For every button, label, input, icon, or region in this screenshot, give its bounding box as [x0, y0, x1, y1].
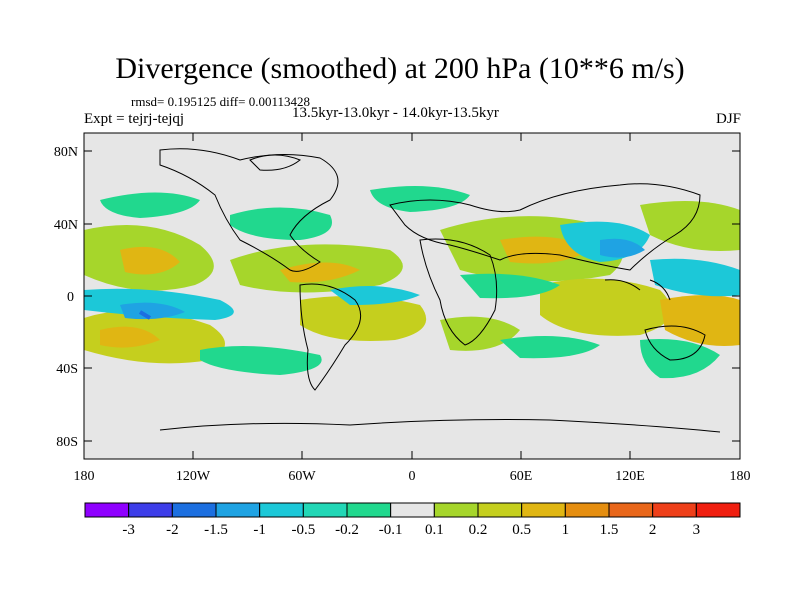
lat-tick-label: 80S [56, 435, 78, 450]
colorbar-swatch [477, 502, 523, 518]
lon-tick-label: 60E [510, 469, 533, 484]
colorbar-swatch [171, 502, 217, 518]
colorbar-swatch [652, 502, 697, 518]
colorbar-label: -0.2 [335, 522, 359, 538]
colorbar-swatch [390, 502, 435, 518]
field-patch [100, 326, 160, 348]
lon-tick-label: 120E [615, 469, 645, 484]
colorbar-label: 3 [693, 522, 701, 538]
lon-tick-label: 0 [409, 469, 416, 484]
colorbar-label: -0.5 [291, 522, 315, 538]
colorbar-swatch [608, 502, 654, 518]
field-patch [640, 201, 740, 251]
field-patch [300, 296, 427, 341]
field-patch [280, 262, 360, 283]
lon-tick-label: 180 [730, 469, 751, 484]
field-patch [600, 238, 645, 258]
colorbar-swatch [215, 502, 261, 518]
colorbar-label: 1.5 [600, 522, 619, 538]
field-patch [650, 258, 740, 297]
lon-tick-label: 180 [74, 469, 95, 484]
divergence-field [84, 148, 740, 433]
colorbar-swatch [302, 502, 348, 518]
lat-tick-label: 40S [56, 362, 78, 377]
colorbar-label: 0.2 [469, 522, 488, 538]
colorbar-label: 0.1 [425, 522, 444, 538]
rmsd-diff-stats: rmsd= 0.195125 diff= 0.00113428 [131, 94, 310, 109]
colorbar-swatch [128, 502, 173, 518]
colorbar-swatch [564, 502, 610, 518]
lon-tick-label: 120W [176, 469, 211, 484]
colorbar-swatch [521, 502, 566, 518]
field-patch [660, 295, 740, 346]
colorbar-label: -1.5 [204, 522, 228, 538]
experiment-label: Expt = tejrj-tejqj [84, 111, 185, 127]
field-patch [100, 192, 200, 218]
lon-tick-label: 60W [288, 469, 316, 484]
field-patch [330, 286, 420, 305]
colorbar-swatch [433, 502, 479, 518]
colorbar-label: -0.1 [379, 522, 403, 538]
colorbar-label: -3 [122, 522, 135, 538]
colorbar-label: -2 [166, 522, 179, 538]
colorbar-label: 1 [562, 522, 570, 538]
field-patch [120, 246, 180, 275]
plot-title: Divergence (smoothed) at 200 hPa (10**6 … [115, 52, 685, 85]
colorbar-swatch [695, 502, 741, 518]
colorbar-label: -1 [253, 522, 266, 538]
field-patch [460, 273, 560, 299]
lon-labels: 180 120W 60W 0 60E 120E 180 [74, 469, 751, 484]
field-patch [370, 186, 470, 212]
lat-labels: 80N 40N 0 40S 80S [54, 145, 78, 450]
colorbar-swatch [346, 502, 392, 518]
field-patch [230, 207, 332, 240]
season-label: DJF [715, 111, 741, 127]
field-patch [120, 302, 185, 320]
field-patch [540, 278, 672, 336]
colorbar: -3 -2 -1.5 -1 -0.5 -0.2 -0.1 0.1 0.2 0.5 1 1.5 2 3 [84, 502, 741, 538]
field-patch [500, 336, 600, 359]
colorbar-label: 2 [649, 522, 657, 538]
field-patch [200, 346, 322, 375]
colorbar-swatch [84, 502, 130, 518]
lon-tick-marks [83, 133, 741, 459]
field-patch [640, 339, 720, 379]
colorbar-label: 0.5 [512, 522, 531, 538]
lat-tick-label: 80N [54, 145, 78, 160]
lat-tick-marks [84, 150, 740, 442]
period-label: 13.5kyr-13.0kyr - 14.0kyr-13.5kyr [292, 105, 499, 121]
lat-tick-label: 0 [67, 290, 74, 305]
colorbar-swatch [259, 502, 304, 518]
coastlines [159, 148, 721, 433]
lat-tick-label: 40N [54, 218, 78, 233]
